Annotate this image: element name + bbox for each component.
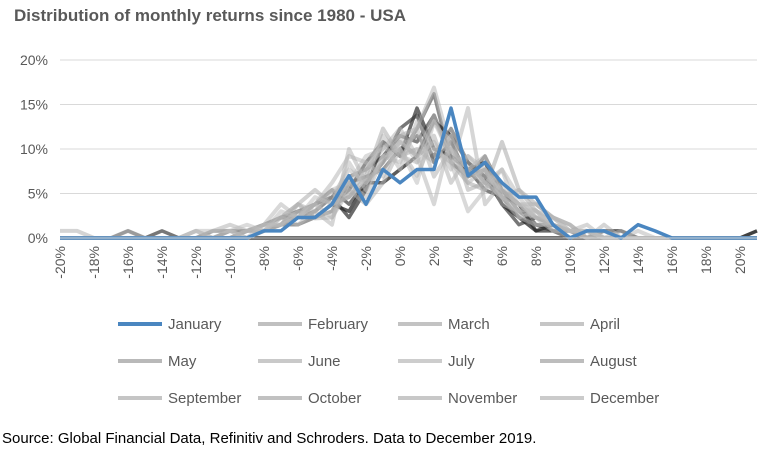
legend-label-july: July (448, 353, 475, 370)
x-tick-label: 10% (562, 246, 578, 274)
y-tick-label: 5% (28, 186, 48, 202)
legend-label-september: September (168, 390, 241, 407)
x-tick-label: -6% (290, 246, 306, 271)
x-tick-label: 14% (630, 246, 646, 274)
x-tick-label: 4% (460, 246, 476, 266)
legend: January February March April May June July Augu… (118, 316, 659, 407)
y-tick-label: 0% (28, 230, 48, 246)
y-tick-label: 15% (20, 97, 48, 113)
x-tick-label: -12% (188, 246, 204, 279)
chart-title: Distribution of monthly returns since 19… (14, 6, 407, 25)
y-axis-ticks: 0% 5% 10% 15% 20% (20, 52, 48, 246)
x-tick-label: -14% (154, 246, 170, 279)
x-tick-label: -10% (222, 246, 238, 279)
x-tick-label: 2% (426, 246, 442, 266)
x-tick-label: 18% (698, 246, 714, 274)
x-tick-label: -18% (86, 246, 102, 279)
x-tick-label: 20% (732, 246, 748, 274)
x-tick-label: -8% (256, 246, 272, 271)
legend-label-december: December (590, 390, 659, 407)
legend-label-january: January (168, 316, 222, 333)
legend-label-june: June (308, 353, 341, 370)
legend-label-march: March (448, 316, 490, 333)
x-axis-ticks: -20% -18% -16% -14% -12% -10% -8% -6% -4% -2% 0% 2%… (52, 246, 748, 279)
x-tick-label: 8% (528, 246, 544, 266)
series-lines (60, 85, 757, 240)
x-tick-label: -2% (358, 246, 374, 271)
legend-label-august: August (590, 353, 638, 370)
x-tick-label: 6% (494, 246, 510, 266)
legend-label-may: May (168, 353, 197, 370)
x-tick-label: 12% (596, 246, 612, 274)
x-tick-label: -4% (324, 246, 340, 271)
gridlines (60, 59, 757, 194)
legend-label-april: April (590, 316, 620, 333)
x-tick-label: -20% (52, 246, 68, 279)
source-note: Source: Global Financial Data, Refinitiv… (2, 430, 537, 447)
x-tick-label: 0% (392, 246, 408, 266)
x-tick-label: -16% (120, 246, 136, 279)
legend-label-november: November (448, 390, 517, 407)
overlay-line (60, 106, 757, 240)
chart-plot: 0% 5% 10% 15% 20% -20% -18% -16% -14% -12% -10% -8… (20, 52, 758, 407)
legend-label-february: February (308, 316, 369, 333)
y-tick-label: 10% (20, 141, 48, 157)
y-tick-label: 20% (20, 52, 48, 68)
legend-label-october: October (308, 390, 361, 407)
x-tick-label: 16% (664, 246, 680, 274)
